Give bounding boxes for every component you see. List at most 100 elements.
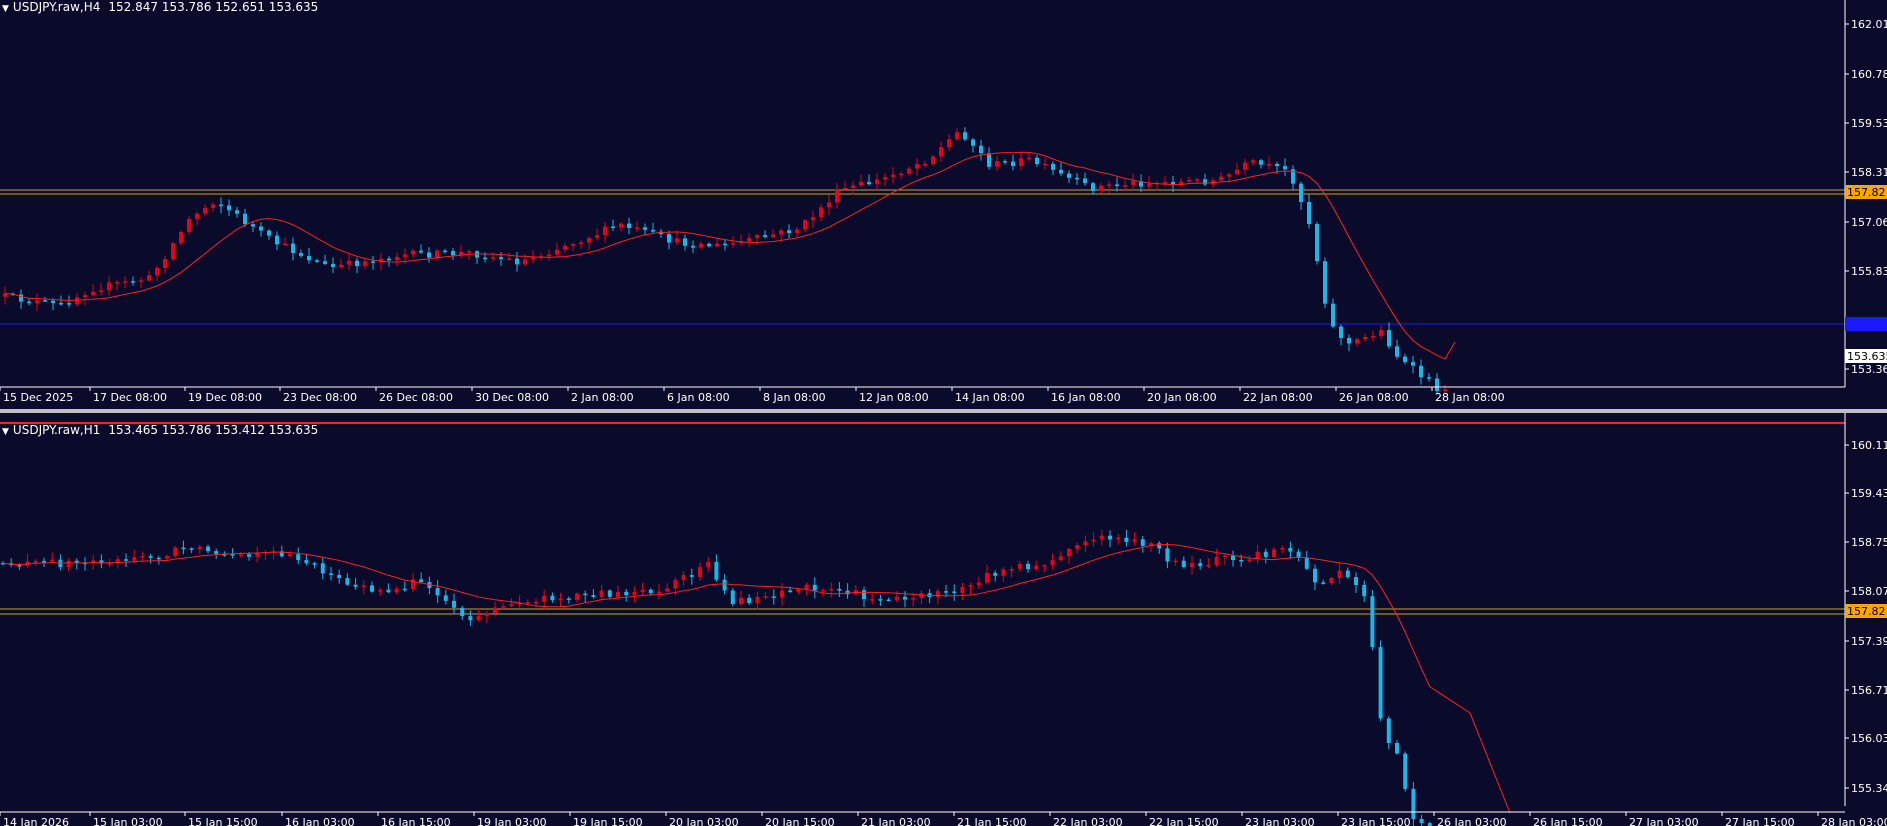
h4-candle [363, 261, 367, 267]
h4-candle [1275, 164, 1279, 167]
h4-candle [315, 260, 319, 262]
h4-gold-price-tag: 157.82 [1847, 186, 1886, 199]
h1-candle [985, 572, 989, 583]
h4-time-tick-label: 23 Dec 08:00 [283, 391, 357, 404]
h4-candle [1067, 173, 1071, 178]
h1-price-tick-label: 157.39 [1851, 635, 1887, 648]
h1-candle [509, 604, 514, 607]
h1-time-tick-label: 23 Jan 15:00 [1341, 816, 1411, 826]
h4-chart-pane[interactable]: 162.01160.78159.53158.31157.06155.83154.… [0, 0, 1887, 413]
h4-candle [675, 238, 679, 243]
h4-candle [507, 258, 511, 261]
h4-moving-average-line [4, 151, 1456, 360]
h1-candle [714, 561, 719, 580]
h4-candle [939, 147, 943, 157]
h1-candle [1321, 582, 1326, 584]
h4-candle [459, 251, 463, 256]
pane-separator[interactable] [0, 409, 1887, 413]
h1-price-tick-label: 155.34 [1851, 782, 1887, 795]
h1-candle [1378, 647, 1383, 719]
h4-gold-price-tag-bg [1845, 185, 1887, 199]
h4-candle [75, 297, 79, 305]
h1-candle [771, 596, 776, 598]
h1-candle [1296, 551, 1301, 558]
h4-candle [1179, 181, 1183, 186]
h1-candle [960, 586, 965, 593]
collapse-triangle-icon[interactable]: ▼ [2, 4, 9, 14]
h4-candle [1291, 169, 1295, 184]
h4-price-tick-label: 162.01 [1851, 18, 1887, 31]
h4-candle [731, 243, 735, 245]
h1-candle [812, 584, 817, 591]
h4-time-tick-label: 12 Jan 08:00 [859, 391, 929, 404]
h4-price-tick-label: 160.78 [1851, 68, 1887, 81]
h4-candle [483, 257, 487, 260]
h1-candle [903, 596, 907, 600]
h1-candle [1140, 539, 1145, 546]
h1-candle [919, 593, 924, 598]
h4-candle [707, 243, 711, 247]
h4-current-price-tag-bg [1845, 349, 1887, 363]
h4-candle [891, 174, 895, 178]
h1-candle [42, 560, 46, 563]
h1-time-tick-label: 21 Jan 15:00 [957, 816, 1027, 826]
h4-candle [1171, 181, 1175, 186]
h4-candle [1251, 160, 1255, 163]
h1-candle [140, 556, 145, 558]
h4-candle [803, 220, 807, 230]
h1-candle [460, 607, 465, 617]
h4-candle [451, 250, 455, 256]
h4-candle [627, 223, 631, 229]
h1-time-tick-label: 19 Jan 03:00 [477, 816, 547, 826]
h1-candle [320, 563, 325, 574]
h4-candle [243, 213, 247, 225]
h1-candle [591, 595, 596, 597]
h4-candle [147, 275, 151, 281]
h1-candle [1386, 718, 1391, 744]
h1-time-tick-label: 26 Jan 03:00 [1437, 816, 1507, 826]
h4-candle [499, 257, 503, 260]
h1-candle [279, 551, 284, 557]
h4-candle [195, 213, 199, 219]
h1-candle [689, 575, 694, 577]
h4-candle [283, 243, 287, 246]
h1-chart-pane[interactable]: 160.11 159.43 158.75 158.07 157.39 156.71 156.… [0, 413, 1887, 826]
h4-candle [979, 145, 983, 154]
h4-candle [603, 226, 607, 236]
h1-candle [1149, 543, 1153, 546]
h1-candle [739, 597, 743, 604]
h1-candle [993, 572, 998, 576]
h1-chart-canvas[interactable]: 160.11 159.43 158.75 158.07 157.39 156.71 156.… [0, 413, 1887, 826]
h1-candle [1108, 535, 1112, 540]
h1-candle [1231, 555, 1235, 560]
h1-candle [657, 591, 661, 594]
h4-candle [419, 250, 423, 253]
h4-candle [619, 223, 623, 228]
h4-candle [1091, 183, 1095, 192]
h1-candle [66, 560, 71, 567]
h4-candle [1107, 184, 1111, 186]
h1-time-tick-label: 19 Jan 15:00 [573, 816, 643, 826]
h4-candle [667, 234, 671, 243]
h4-time-tick-label: 26 Jan 08:00 [1339, 391, 1409, 404]
h4-candle [1147, 183, 1151, 187]
h4-candle [411, 250, 415, 255]
h4-candle [1075, 177, 1079, 180]
h4-candle [931, 156, 935, 164]
h4-candle [1259, 160, 1263, 165]
h4-time-tick-label: 2 Jan 08:00 [571, 391, 634, 404]
h1-candle [1009, 569, 1014, 571]
h4-candle [795, 229, 799, 234]
h4-chart-header: ▼ USDJPY.raw,H4 152.847 153.786 152.651 15… [2, 0, 318, 14]
h4-candle [331, 263, 335, 268]
h4-candle [171, 243, 175, 260]
h1-moving-average-line [2, 543, 1511, 814]
h4-candle [1187, 180, 1191, 182]
h4-chart-canvas[interactable]: 162.01160.78159.53158.31157.06155.83154.… [0, 0, 1887, 409]
h1-candle [296, 554, 301, 561]
h4-candle [1099, 185, 1103, 192]
h4-time-tick-label: 14 Jan 08:00 [955, 391, 1025, 404]
h1-candle [1288, 547, 1293, 552]
h4-candle [67, 303, 71, 305]
collapse-triangle-icon[interactable]: ▼ [2, 427, 9, 437]
